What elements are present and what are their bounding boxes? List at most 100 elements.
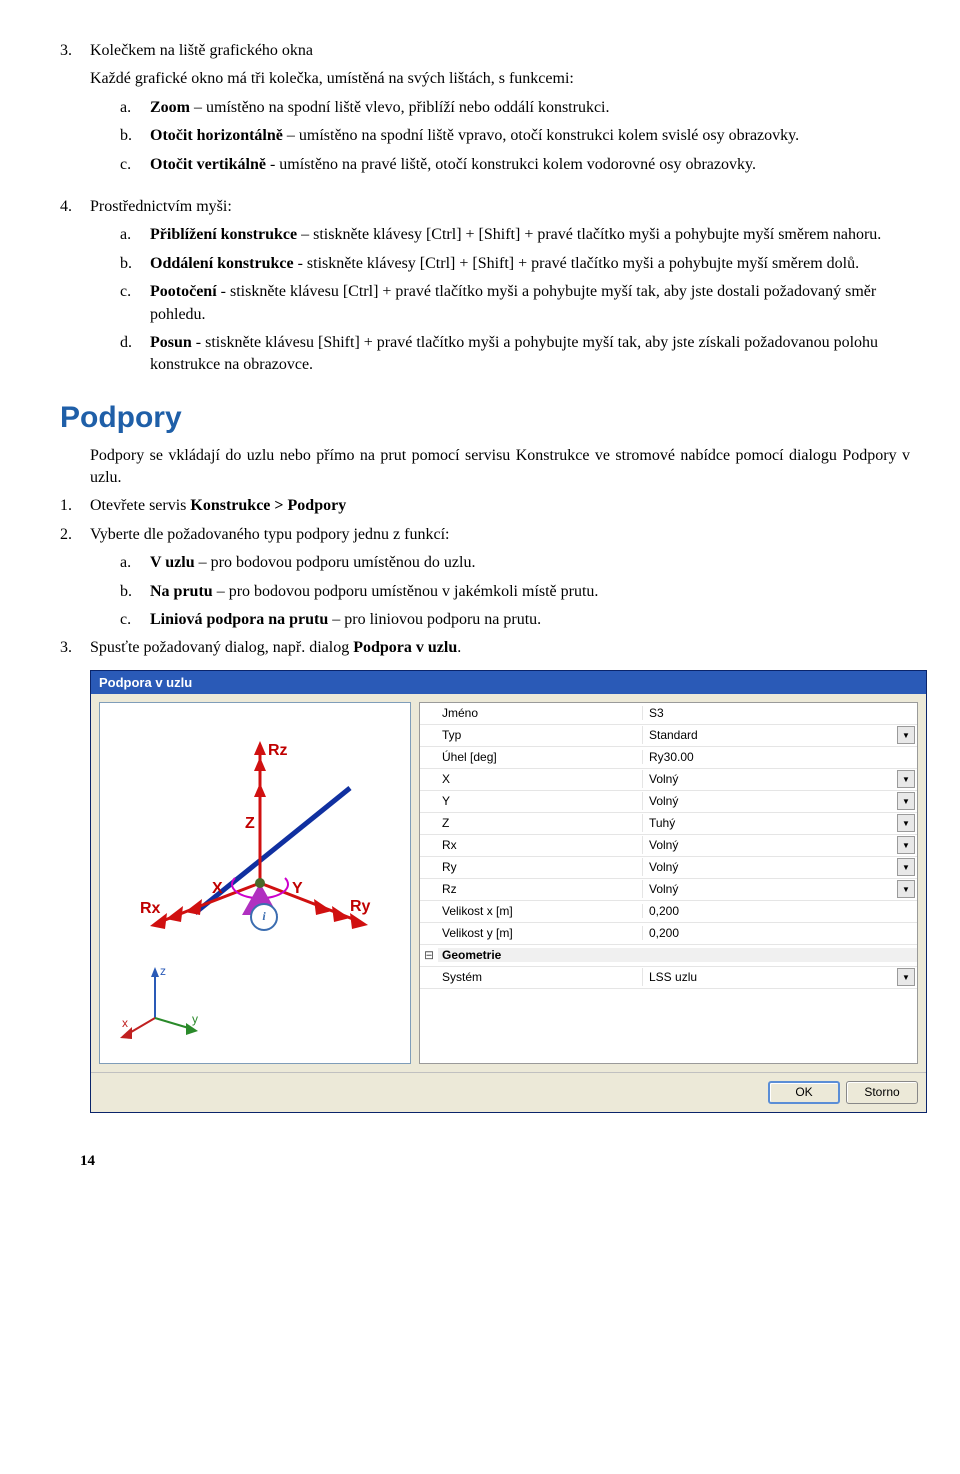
property-label: Rx	[438, 838, 642, 852]
rest: – umístěno na spodní liště vpravo, otočí…	[283, 127, 799, 144]
bold: Liniová podpora na prutu	[150, 611, 328, 628]
podpory-3: 3. Spusťte požadovaný dialog, např. dial…	[60, 637, 910, 659]
text: Otevřete servis	[90, 497, 190, 514]
marker: a.	[120, 97, 150, 119]
property-row[interactable]: Úhel [deg]Ry30.00	[420, 747, 917, 769]
sec4-a: a. Přiblížení konstrukce – stiskněte klá…	[60, 224, 910, 246]
marker: a.	[120, 552, 150, 574]
rest: – umístěno na spodní liště vlevo, přiblí…	[190, 99, 610, 116]
property-row[interactable]: RyVolný▼	[420, 857, 917, 879]
property-row[interactable]: RxVolný▼	[420, 835, 917, 857]
sec4-c: c. Pootočení - stiskněte klávesu [Ctrl] …	[60, 281, 910, 326]
property-row[interactable]: XVolný▼	[420, 769, 917, 791]
sec3-a: a. Zoom – umístěno na spodní liště vlevo…	[60, 97, 910, 119]
property-row[interactable]: ZTuhý▼	[420, 813, 917, 835]
chevron-down-icon[interactable]: ▼	[897, 880, 915, 898]
marker: 2.	[60, 524, 90, 546]
property-label: Systém	[438, 970, 642, 984]
podpory-intro: Podpory se vkládají do uzlu nebo přímo n…	[60, 445, 910, 490]
ok-button[interactable]: OK	[768, 1081, 840, 1104]
property-value[interactable]: 0,200	[642, 904, 917, 918]
property-row[interactable]: Velikost x [m]0,200	[420, 901, 917, 923]
marker: c.	[120, 154, 150, 176]
podpory-2: 2. Vyberte dle požadovaného typu podpory…	[60, 524, 910, 546]
property-group-header[interactable]: ⊟Geometrie	[420, 945, 917, 967]
property-value[interactable]: Standard▼	[642, 726, 917, 744]
bold: Na prutu	[150, 583, 213, 600]
sec3-c: c. Otočit vertikálně - umístěno na pravé…	[60, 154, 910, 176]
diagram-panel: Z Rz X Rx Y	[99, 702, 411, 1064]
label-ry: Ry	[350, 898, 371, 915]
label-rz: Rz	[268, 742, 288, 759]
podpory-2b: b. Na prutu – pro bodovou podporu umístě…	[60, 581, 910, 603]
chevron-down-icon[interactable]: ▼	[897, 858, 915, 876]
property-row[interactable]: Velikost y [m]0,200	[420, 923, 917, 945]
property-value[interactable]: S3	[642, 706, 917, 720]
property-row[interactable]: YVolný▼	[420, 791, 917, 813]
sec3-header: 3. Kolečkem na liště grafického okna	[60, 40, 910, 62]
marker: b.	[120, 581, 150, 603]
marker: b.	[120, 125, 150, 147]
bold: V uzlu	[150, 554, 195, 571]
property-value[interactable]: Volný▼	[642, 770, 917, 788]
lead: Oddálení konstrukce	[150, 255, 294, 272]
property-label: X	[438, 772, 642, 786]
axis-x: x	[122, 1016, 128, 1030]
sec3-intro: Každé grafické okno má tři kolečka, umís…	[60, 68, 910, 90]
property-row[interactable]: SystémLSS uzlu▼	[420, 967, 917, 989]
collapse-icon[interactable]: ⊟	[420, 948, 438, 962]
podpory-1: 1. Otevřete servis Konstrukce > Podpory	[60, 495, 910, 517]
marker: 4.	[60, 196, 90, 218]
chevron-down-icon[interactable]: ▼	[897, 726, 915, 744]
property-label: Úhel [deg]	[438, 750, 642, 764]
lead: Přiblížení konstrukce	[150, 226, 297, 243]
podpory-heading: Podpory	[60, 401, 910, 435]
chevron-down-icon[interactable]: ▼	[897, 814, 915, 832]
sec4-d: d. Posun - stiskněte klávesu [Shift] + p…	[60, 332, 910, 377]
property-value[interactable]: Volný▼	[642, 792, 917, 810]
marker: b.	[120, 253, 150, 275]
label-y: Y	[292, 880, 303, 897]
label-rx: Rx	[140, 900, 161, 917]
property-label: Z	[438, 816, 642, 830]
property-value[interactable]: Volný▼	[642, 880, 917, 898]
lead: Otočit vertikálně	[150, 156, 266, 173]
property-value[interactable]: 0,200	[642, 926, 917, 940]
property-value[interactable]: Volný▼	[642, 858, 917, 876]
property-value[interactable]: Tuhý▼	[642, 814, 917, 832]
info-icon[interactable]: i	[250, 903, 278, 931]
bold: Konstrukce > Podpory	[190, 497, 346, 514]
dialog-titlebar[interactable]: Podpora v uzlu	[91, 671, 926, 694]
after: .	[457, 639, 461, 656]
property-row[interactable]: RzVolný▼	[420, 879, 917, 901]
properties-grid: JménoS3TypStandard▼Úhel [deg]Ry30.00XVol…	[419, 702, 918, 1064]
property-row[interactable]: JménoS3	[420, 703, 917, 725]
label-x: X	[212, 880, 223, 897]
marker: 3.	[60, 40, 90, 62]
rest: – pro liniovou podporu na prutu.	[328, 611, 541, 628]
label-z: Z	[245, 815, 255, 832]
sec3-title: Kolečkem na liště grafického okna	[90, 40, 910, 62]
chevron-down-icon[interactable]: ▼	[897, 968, 915, 986]
property-label: Rz	[438, 882, 642, 896]
rest: - umístěno na pravé liště, otočí konstru…	[266, 156, 756, 173]
property-value[interactable]: Ry30.00	[642, 750, 917, 764]
cancel-button[interactable]: Storno	[846, 1081, 918, 1104]
property-row[interactable]: TypStandard▼	[420, 725, 917, 747]
property-label: Jméno	[438, 706, 642, 720]
property-value[interactable]: LSS uzlu▼	[642, 968, 917, 986]
marker: c.	[120, 281, 150, 326]
rest: - stiskněte klávesy [Ctrl] + [Shift] + p…	[294, 255, 860, 272]
lead: Posun	[150, 334, 192, 351]
marker: 3.	[60, 637, 90, 659]
sec3-b: b. Otočit horizontálně – umístěno na spo…	[60, 125, 910, 147]
rest: – pro bodovou podporu umístěnou v jakémk…	[213, 583, 599, 600]
rest: – stiskněte klávesy [Ctrl] + [Shift] + p…	[297, 226, 881, 243]
chevron-down-icon[interactable]: ▼	[897, 836, 915, 854]
bold: Podpora v uzlu	[353, 639, 457, 656]
property-label: Typ	[438, 728, 642, 742]
property-label: Ry	[438, 860, 642, 874]
chevron-down-icon[interactable]: ▼	[897, 792, 915, 810]
property-value[interactable]: Volný▼	[642, 836, 917, 854]
chevron-down-icon[interactable]: ▼	[897, 770, 915, 788]
